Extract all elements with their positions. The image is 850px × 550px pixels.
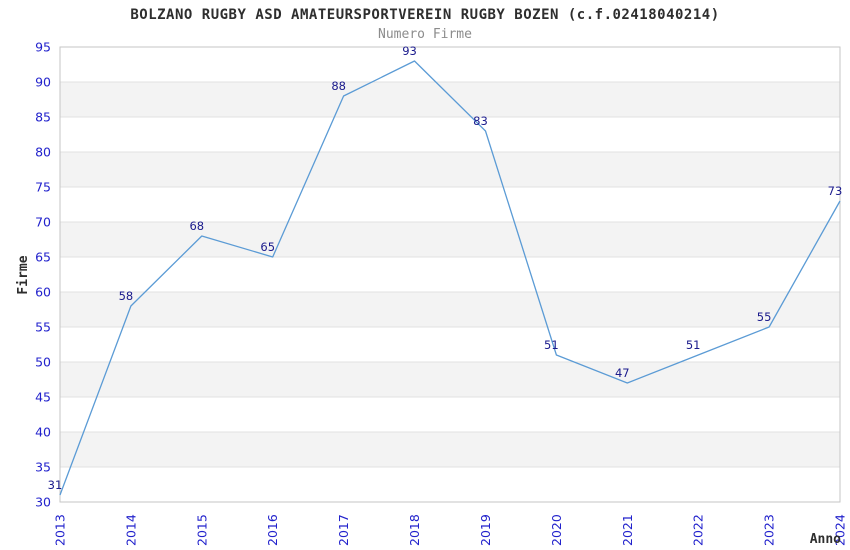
- y-tick-label: 40: [35, 425, 51, 440]
- point-value-label: 93: [402, 44, 417, 58]
- band-stripe: [60, 292, 840, 327]
- x-tick-label: 2013: [53, 514, 68, 546]
- point-value-label: 55: [757, 310, 772, 324]
- x-tick-label: 2019: [478, 514, 493, 546]
- series-line: [59, 60, 841, 496]
- x-tick-label: 2020: [549, 514, 564, 546]
- y-axis-title: Firme: [16, 255, 31, 294]
- band-stripes: [60, 82, 840, 467]
- point-value-label: 68: [189, 219, 204, 233]
- x-tick-label: 2021: [620, 514, 635, 546]
- x-tick-label: 2015: [194, 514, 209, 546]
- x-tick-label: 2016: [265, 514, 280, 546]
- y-tick-label: 50: [35, 355, 51, 370]
- band-stripe: [60, 82, 840, 117]
- y-tick-label: 95: [35, 40, 51, 55]
- point-value-label: 31: [48, 478, 63, 492]
- band-stripe: [60, 222, 840, 257]
- band-stripe: [60, 152, 840, 187]
- x-axis-title: Anno: [810, 532, 841, 547]
- chart-subtitle: Numero Firme: [378, 27, 472, 42]
- data-line: [59, 60, 841, 496]
- x-tick-label: 2017: [336, 514, 351, 546]
- gridlines: [60, 81, 840, 468]
- x-tick-label: 2023: [762, 514, 777, 546]
- point-value-label: 51: [686, 338, 701, 352]
- point-value-label: 65: [260, 240, 275, 254]
- y-tick-label: 30: [35, 495, 51, 510]
- band-stripe: [60, 362, 840, 397]
- point-value-label: 88: [331, 79, 346, 93]
- chart-title: BOLZANO RUGBY ASD AMATEURSPORTVEREIN RUG…: [130, 7, 720, 23]
- point-value-label: 47: [615, 366, 630, 380]
- y-tick-label: 60: [35, 285, 51, 300]
- point-labels: 31 58 68 65 88 93 83 51 47 51 55 73: [48, 44, 843, 492]
- y-tick-label: 90: [35, 75, 51, 90]
- band-stripe: [60, 432, 840, 467]
- y-tick-label: 75: [35, 180, 51, 195]
- y-tick-label: 45: [35, 390, 51, 405]
- y-tick-label: 65: [35, 250, 51, 265]
- point-value-label: 73: [828, 184, 843, 198]
- y-tick-label: 80: [35, 145, 51, 160]
- plot-border: [59, 46, 841, 503]
- y-tick-label: 55: [35, 320, 51, 335]
- point-value-label: 58: [119, 289, 134, 303]
- x-tick-label: 2018: [407, 514, 422, 546]
- y-tick-label: 35: [35, 460, 51, 475]
- y-axis-tick-labels: 30 35 40 45 50 55 60 65 70 75 80 85 90 95: [35, 40, 51, 510]
- x-tick-label: 2022: [691, 514, 706, 546]
- point-value-label: 83: [473, 114, 488, 128]
- x-axis-tick-labels: 2013 2014 2015 2016 2017 2018 2019 2020 2021 2022…: [53, 514, 848, 546]
- point-value-label: 51: [544, 338, 559, 352]
- y-tick-label: 70: [35, 215, 51, 230]
- x-tick-label: 2024: [833, 514, 848, 546]
- y-tick-label: 85: [35, 110, 51, 125]
- x-tick-label: 2014: [123, 514, 138, 546]
